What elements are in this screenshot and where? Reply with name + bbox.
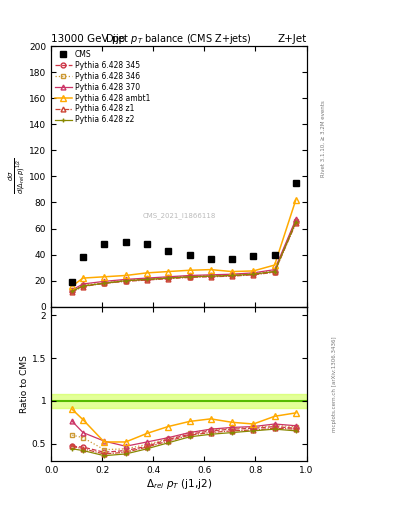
Y-axis label: Ratio to CMS: Ratio to CMS (20, 355, 29, 413)
X-axis label: $\Delta_{rel}$ $p_T$ (j1,j2): $\Delta_{rel}$ $p_T$ (j1,j2) (146, 477, 212, 492)
Legend: CMS, Pythia 6.428 345, Pythia 6.428 346, Pythia 6.428 370, Pythia 6.428 ambt1, P: CMS, Pythia 6.428 345, Pythia 6.428 346,… (53, 48, 152, 126)
Text: Z+Jet: Z+Jet (277, 33, 307, 44)
Title: Dijet $p_T$ balance (CMS Z+jets): Dijet $p_T$ balance (CMS Z+jets) (105, 32, 252, 46)
Text: 13000 GeV pp: 13000 GeV pp (51, 33, 125, 44)
Bar (51, 394, 307, 408)
Text: mcplots.cern.ch [arXiv:1306.3436]: mcplots.cern.ch [arXiv:1306.3436] (332, 336, 337, 432)
Text: Rivet 3.1.10, ≥ 3.2M events: Rivet 3.1.10, ≥ 3.2M events (320, 100, 325, 177)
Y-axis label: $\frac{d\sigma}{d(\Delta_{rel}\,p)^{1/2}}$: $\frac{d\sigma}{d(\Delta_{rel}\,p)^{1/2}… (7, 158, 28, 195)
Text: CMS_2021_I1866118: CMS_2021_I1866118 (142, 212, 215, 219)
